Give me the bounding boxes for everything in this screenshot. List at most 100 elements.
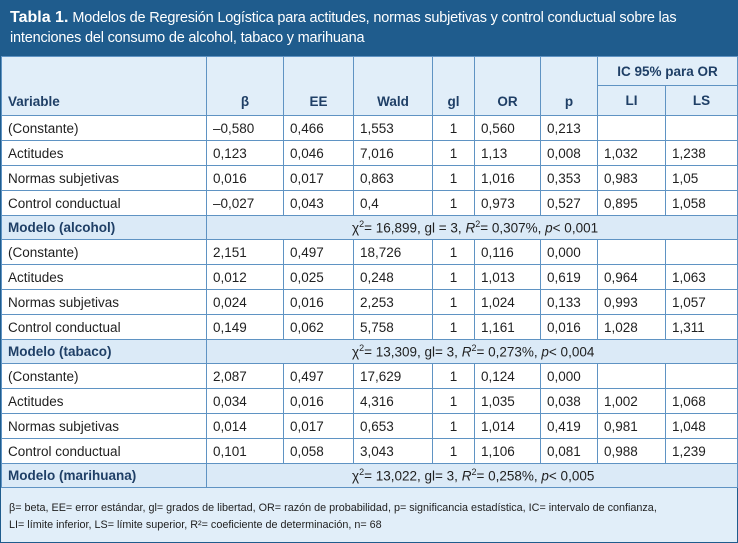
cell-variable: (Constante) — [1, 115, 207, 141]
chi-superscript: 2 — [359, 219, 365, 230]
cell-ls: 1,05 — [664, 165, 738, 191]
cell-gl: 1 — [432, 140, 475, 166]
cell-wald: 0,653 — [353, 413, 433, 439]
cell-li: 0,983 — [597, 165, 666, 191]
p-symbol: p — [541, 344, 549, 360]
p-value: < 0,001 — [552, 220, 599, 236]
cell-ls: 1,058 — [664, 190, 738, 216]
r2-value: = 0,273%, — [476, 344, 542, 360]
cell-gl: 1 — [432, 239, 475, 265]
r2-value: = 0,258%, — [476, 468, 542, 484]
cell-p: 0,081 — [540, 438, 598, 464]
table-row: Normas subjetivas 0,024 0,016 2,253 1 1,024 0,… — [1, 289, 738, 315]
cell-ee: 0,497 — [283, 239, 354, 265]
model-row: Modelo (marihuana) χ2= 13,022, gl= 3, R2=… — [1, 463, 738, 488]
cell-wald: 1,553 — [353, 115, 433, 141]
table-row: Actitudes 0,123 0,046 7,016 1 1,13 0,008 1,032 1… — [1, 140, 738, 166]
cell-ee: 0,016 — [283, 289, 354, 315]
cell-ee: 0,046 — [283, 140, 354, 166]
cell-p: 0,038 — [540, 388, 598, 414]
cell-wald: 0,248 — [353, 264, 433, 290]
cell-p: 0,016 — [540, 314, 598, 340]
cell-or: 1,024 — [474, 289, 541, 315]
cell-ls — [664, 115, 738, 141]
model-statistics: χ2= 13,022, gl= 3, R2= 0,258%, p< 0,005 — [205, 463, 738, 488]
r2-value: = 0,307%, — [480, 220, 546, 236]
notes-line-1: β= beta, EE= error estándar, gl= grados … — [9, 502, 657, 514]
model-statistics: χ2= 16,899, gl = 3, R2= 0,307%, p< 0,001 — [205, 215, 738, 240]
table-body: (Constante) –0,580 0,466 1,553 1 0,560 0,213 Ac… — [1, 115, 738, 488]
cell-li: 0,964 — [597, 264, 666, 290]
model-label: Modelo (marihuana) — [1, 463, 207, 488]
cell-wald: 7,016 — [353, 140, 433, 166]
cell-gl: 1 — [432, 438, 475, 464]
cell-beta: 0,014 — [206, 413, 284, 439]
cell-variable: Normas subjetivas — [1, 165, 207, 191]
table-row: (Constante) –0,580 0,466 1,553 1 0,560 0,213 — [1, 115, 738, 141]
cell-or: 1,13 — [474, 140, 541, 166]
cell-or: 0,973 — [474, 190, 541, 216]
cell-variable: Actitudes — [1, 140, 207, 166]
notes-line-2: LI= límite inferior, LS= límite superior… — [9, 519, 382, 531]
cell-ee: 0,016 — [283, 388, 354, 414]
table-notes: β= beta, EE= error estándar, gl= grados … — [1, 488, 737, 534]
cell-gl: 1 — [432, 363, 475, 389]
model-label: Modelo (alcohol) — [1, 215, 207, 240]
cell-ls — [664, 363, 738, 389]
r-superscript: 2 — [475, 219, 481, 230]
table-row: Actitudes 0,034 0,016 4,316 1 1,035 0,038 1,002… — [1, 388, 738, 414]
cell-or: 0,124 — [474, 363, 541, 389]
cell-or: 1,161 — [474, 314, 541, 340]
cell-variable: (Constante) — [1, 363, 207, 389]
cell-ee: 0,466 — [283, 115, 354, 141]
cell-or: 1,014 — [474, 413, 541, 439]
cell-beta: 0,149 — [206, 314, 284, 340]
cell-variable: Actitudes — [1, 264, 207, 290]
cell-gl: 1 — [432, 413, 475, 439]
r-superscript: 2 — [471, 467, 477, 478]
col-beta: β — [206, 56, 284, 116]
p-symbol: p — [541, 468, 549, 484]
cell-variable: Normas subjetivas — [1, 413, 207, 439]
cell-or: 1,016 — [474, 165, 541, 191]
cell-wald: 5,758 — [353, 314, 433, 340]
cell-beta: –0,027 — [206, 190, 284, 216]
model-row: Modelo (alcohol) χ2= 16,899, gl = 3, R2= … — [1, 215, 738, 240]
cell-variable: Control conductual — [1, 190, 207, 216]
cell-ee: 0,017 — [283, 165, 354, 191]
cell-or: 1,106 — [474, 438, 541, 464]
model-label: Modelo (tabaco) — [1, 339, 207, 364]
cell-ee: 0,017 — [283, 413, 354, 439]
cell-beta: 0,016 — [206, 165, 284, 191]
cell-beta: 0,101 — [206, 438, 284, 464]
cell-gl: 1 — [432, 388, 475, 414]
cell-ls: 1,238 — [664, 140, 738, 166]
cell-gl: 1 — [432, 115, 475, 141]
model-statistics: χ2= 13,309, gl= 3, R2= 0,273%, p< 0,004 — [205, 339, 738, 364]
cell-li: 0,993 — [597, 289, 666, 315]
cell-li — [597, 239, 666, 265]
chi-symbol: χ — [352, 220, 360, 236]
cell-gl: 1 — [432, 165, 475, 191]
cell-li — [597, 115, 666, 141]
cell-variable: Control conductual — [1, 438, 207, 464]
table-row: (Constante) 2,087 0,497 17,629 1 0,124 0,000 — [1, 363, 738, 389]
cell-wald: 0,4 — [353, 190, 433, 216]
cell-ls: 1,068 — [664, 388, 738, 414]
cell-or: 1,035 — [474, 388, 541, 414]
model-row: Modelo (tabaco) χ2= 13,309, gl= 3, R2= 0,… — [1, 339, 738, 364]
table-row: Normas subjetivas 0,016 0,017 0,863 1 1,016 0,… — [1, 165, 738, 191]
cell-p: 0,008 — [540, 140, 598, 166]
cell-ee: 0,062 — [283, 314, 354, 340]
col-p: p — [540, 56, 598, 116]
p-value: < 0,004 — [548, 344, 595, 360]
cell-li: 1,028 — [597, 314, 666, 340]
col-li: LI — [597, 85, 666, 116]
cell-p: 0,133 — [540, 289, 598, 315]
col-ls: LS — [664, 85, 738, 116]
cell-p: 0,619 — [540, 264, 598, 290]
cell-beta: –0,580 — [206, 115, 284, 141]
cell-p: 0,000 — [540, 239, 598, 265]
cell-gl: 1 — [432, 190, 475, 216]
